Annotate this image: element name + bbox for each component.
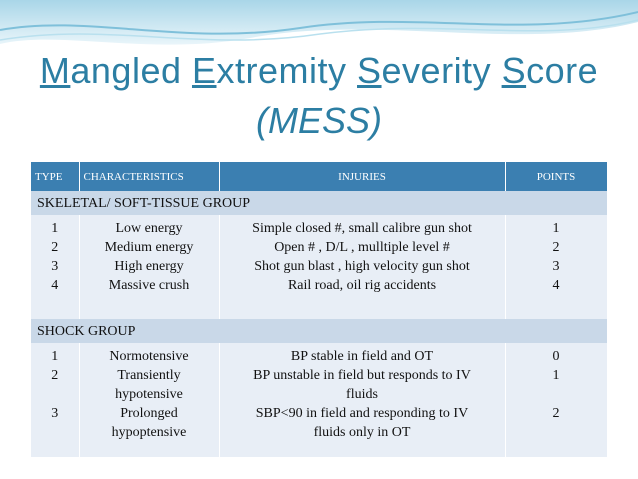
type-value: 1 bbox=[51, 221, 59, 236]
cell-type: 1 2 3 4 bbox=[31, 215, 80, 319]
title-word-1: Mangled bbox=[40, 50, 192, 91]
title-initial-m: M bbox=[39, 50, 71, 91]
cell-points: 0 1 2 bbox=[505, 343, 608, 457]
header-injuries: INJURIES bbox=[219, 162, 506, 191]
cell-type: 1 2 3 bbox=[31, 343, 80, 457]
points-value: 2 bbox=[552, 240, 560, 255]
mess-score-table: TYPE CHARACTERISTICS INJURIES POINTS SKE… bbox=[31, 162, 608, 457]
cell-characteristics: Normotensive Transiently hypotensive Pro… bbox=[79, 343, 220, 457]
cell-injuries: BP stable in field and OT BP unstable in… bbox=[219, 343, 506, 457]
characteristic: High energy bbox=[114, 259, 184, 274]
table-header-row: TYPE CHARACTERISTICS INJURIES POINTS bbox=[31, 162, 608, 191]
group-row-shock: SHOCK GROUP bbox=[31, 319, 608, 343]
title-initial-e: E bbox=[191, 50, 217, 91]
title-rest-4: core bbox=[526, 50, 599, 91]
decorative-wave-header bbox=[0, 0, 638, 45]
points-value: 4 bbox=[552, 278, 560, 293]
title-initial-s1: S bbox=[357, 50, 382, 91]
characteristic: Prolonged bbox=[120, 406, 178, 421]
points-value: 0 bbox=[552, 349, 560, 364]
injury: BP unstable in field but responds to IV bbox=[253, 368, 471, 383]
points-value: 2 bbox=[552, 406, 560, 421]
type-value: 2 bbox=[51, 240, 59, 255]
slide-title: Mangled Extremity Severity Score bbox=[0, 50, 638, 92]
points-value: 3 bbox=[552, 259, 560, 274]
title-word-4: Score bbox=[502, 50, 599, 91]
characteristic: Normotensive bbox=[109, 349, 189, 364]
header-characteristics: CHARACTERISTICS bbox=[79, 162, 220, 191]
table-row-skeletal: 1 2 3 4 Low energy Medium energy High en… bbox=[31, 215, 608, 319]
type-value: 1 bbox=[51, 349, 59, 364]
injury: fluids bbox=[346, 387, 378, 402]
injury: SBP<90 in field and responding to IV bbox=[255, 406, 469, 421]
type-value bbox=[33, 385, 77, 404]
type-value: 3 bbox=[51, 406, 59, 421]
slide-subtitle: (MESS) bbox=[256, 100, 382, 141]
type-value: 2 bbox=[51, 368, 59, 383]
injury: Simple closed #, small calibre gun shot bbox=[252, 221, 472, 236]
characteristic: hypotensive bbox=[115, 387, 183, 402]
header-type: TYPE bbox=[31, 162, 80, 191]
characteristic: Low energy bbox=[115, 221, 183, 236]
title-rest-3: everity bbox=[381, 50, 502, 91]
characteristic: Medium energy bbox=[104, 240, 194, 255]
title-initial-s2: S bbox=[501, 50, 527, 91]
injury: BP stable in field and OT bbox=[290, 349, 434, 364]
type-value: 4 bbox=[51, 278, 59, 293]
points-value: 1 bbox=[552, 368, 560, 383]
cell-injuries: Simple closed #, small calibre gun shot … bbox=[219, 215, 506, 319]
injury: Shot gun blast , high velocity gun shot bbox=[254, 259, 470, 274]
group-name-skeletal: SKELETAL/ SOFT-TISSUE GROUP bbox=[31, 191, 608, 215]
cell-characteristics: Low energy Medium energy High energy Mas… bbox=[79, 215, 220, 319]
title-rest-2: xtremity bbox=[216, 50, 358, 91]
characteristic: Transiently bbox=[117, 368, 181, 383]
characteristic: Massive crush bbox=[108, 278, 190, 293]
group-row-skeletal: SKELETAL/ SOFT-TISSUE GROUP bbox=[31, 191, 608, 215]
injury: fluids only in OT bbox=[313, 425, 411, 440]
header-points: POINTS bbox=[505, 162, 608, 191]
cell-points: 1 2 3 4 bbox=[505, 215, 608, 319]
injury: Rail road, oil rig accidents bbox=[287, 278, 437, 293]
type-value: 3 bbox=[51, 259, 59, 274]
title-word-3: Severity bbox=[357, 50, 502, 91]
characteristic: hypoptensive bbox=[111, 425, 187, 440]
title-word-2: Extremity bbox=[192, 50, 357, 91]
title-rest-1: angled bbox=[70, 50, 192, 91]
points-value bbox=[508, 385, 605, 404]
injury: Open # , D/L , mulltiple level # bbox=[274, 240, 450, 255]
points-value: 1 bbox=[552, 221, 560, 236]
table-row-shock: 1 2 3 Normotensive Transiently hypotensi… bbox=[31, 343, 608, 457]
group-name-shock: SHOCK GROUP bbox=[31, 319, 608, 343]
